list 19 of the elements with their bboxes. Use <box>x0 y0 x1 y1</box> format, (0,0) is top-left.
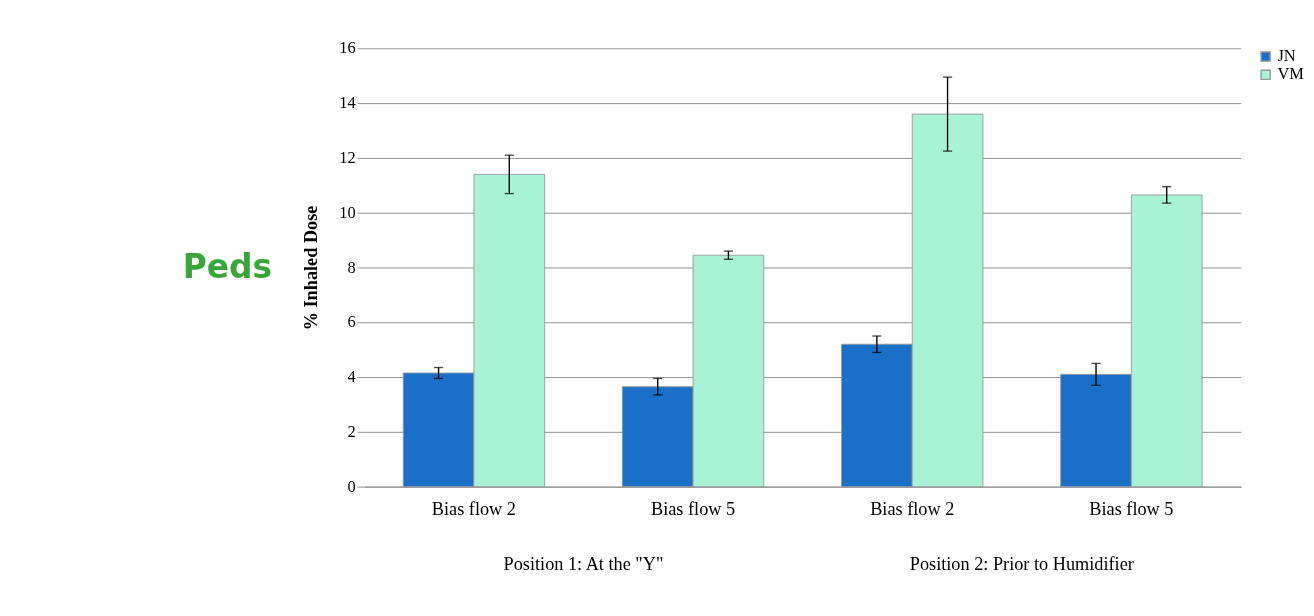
y-tick-label: 16 <box>339 38 356 58</box>
text: Position 2: Prior to Humidifier <box>909 553 1134 574</box>
legend-label: VM <box>1277 64 1305 84</box>
text: Peds <box>182 246 273 286</box>
x-tick-label: Bias flow 2 <box>870 498 955 519</box>
y-axis-title: % Inhaled Dose <box>301 205 322 331</box>
y-tick-label: 2 <box>347 421 356 441</box>
y-tick-label: 0 <box>347 476 356 496</box>
y-tick-label: 14 <box>339 93 356 113</box>
y-tick-label: 12 <box>339 147 356 167</box>
y-tick-label: 8 <box>347 257 356 277</box>
x-tick-label: Bias flow 5 <box>1089 498 1174 519</box>
y-tick-label: 4 <box>347 367 356 387</box>
legend-label: JN <box>1277 46 1296 66</box>
text: Position 1: At the "Y" <box>503 553 664 574</box>
x-tick-label: Bias flow 5 <box>650 498 736 519</box>
y-tick-label: 10 <box>339 202 356 222</box>
y-tick-label: 6 <box>347 312 356 332</box>
x-tick-label: Bias flow 2 <box>431 498 516 519</box>
